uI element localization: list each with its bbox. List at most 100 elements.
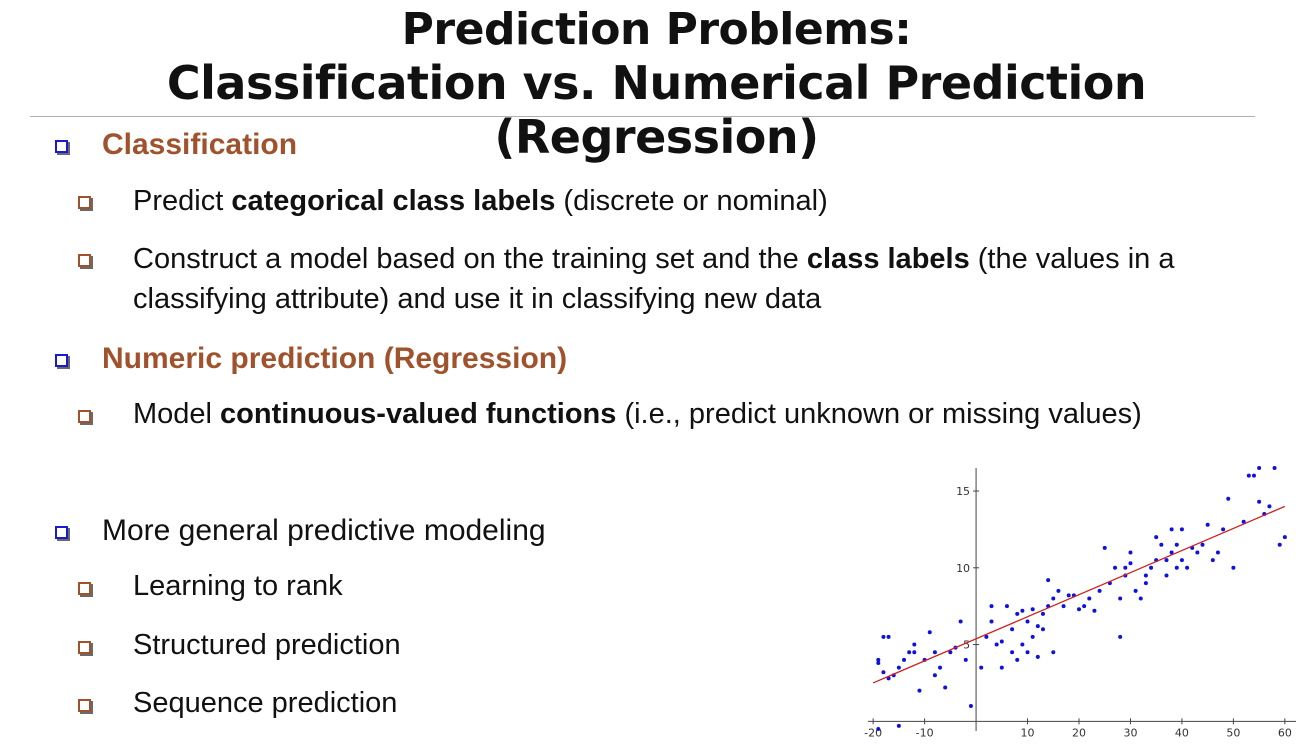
checkbox-bullet-icon: [78, 699, 91, 712]
data-point: [1185, 565, 1190, 570]
data-point: [1282, 535, 1287, 540]
x-tick-label: 20: [1072, 726, 1086, 739]
y-tick-label: 15: [956, 485, 970, 498]
data-point: [968, 703, 973, 708]
data-point: [1179, 527, 1184, 532]
text-segment-bold: categorical class labels: [231, 185, 556, 217]
bullet-sequence-prediction: Sequence prediction: [133, 687, 398, 719]
data-point: [1010, 650, 1015, 655]
data-point: [1040, 627, 1045, 632]
regression-line: [872, 505, 1286, 684]
data-point: [886, 634, 891, 639]
data-point: [963, 657, 968, 662]
data-point: [1025, 619, 1030, 624]
data-point: [989, 619, 994, 624]
data-point: [1164, 558, 1169, 563]
data-point: [1046, 578, 1051, 583]
data-point: [1257, 499, 1262, 504]
bullet-numeric-prediction-heading: Numeric prediction (Regression): [102, 342, 568, 375]
data-point: [1200, 542, 1205, 547]
data-point: [1020, 642, 1025, 647]
data-point: [1164, 573, 1169, 578]
data-point: [1015, 611, 1020, 616]
data-point: [1056, 588, 1061, 593]
data-point: [932, 673, 937, 678]
data-point: [1169, 550, 1174, 555]
data-point: [1051, 650, 1056, 655]
y-tick-label: 10: [956, 562, 970, 575]
data-point: [999, 639, 1004, 644]
data-point: [917, 688, 922, 693]
checkbox-bullet-icon: [78, 254, 91, 267]
checkbox-bullet-icon: [55, 526, 68, 539]
data-point: [1118, 634, 1123, 639]
data-point: [1215, 550, 1220, 555]
data-point: [912, 650, 917, 655]
data-point: [1226, 496, 1231, 501]
data-point: [1138, 596, 1143, 601]
data-point: [1025, 650, 1030, 655]
data-point: [1020, 608, 1025, 613]
data-point: [1210, 558, 1215, 563]
data-point: [1030, 634, 1035, 639]
data-point: [1231, 565, 1236, 570]
data-point: [994, 642, 999, 647]
data-point: [1035, 654, 1040, 659]
data-point: [1267, 504, 1272, 509]
data-point: [948, 650, 953, 655]
x-tick-label: 40: [1175, 726, 1189, 739]
data-point: [1221, 527, 1226, 532]
data-point: [1061, 604, 1066, 609]
data-point: [943, 685, 948, 690]
data-point: [1004, 604, 1009, 609]
data-point: [1195, 550, 1200, 555]
data-point: [1092, 608, 1097, 613]
data-point: [876, 660, 881, 665]
data-point: [1179, 558, 1184, 563]
data-point: [1277, 542, 1282, 547]
data-point: [881, 634, 886, 639]
data-point: [1246, 473, 1251, 478]
checkbox-bullet-icon: [78, 196, 91, 209]
checkbox-bullet-icon: [78, 410, 91, 423]
data-point: [989, 604, 994, 609]
text-segment: Construct a model based on the training …: [133, 243, 807, 275]
text-segment-bold: continuous-valued functions: [220, 398, 617, 430]
data-point: [958, 619, 963, 624]
data-point: [984, 634, 989, 639]
slide-title-line-2: Classification vs. Numerical Prediction …: [166, 56, 1147, 164]
text-segment: (i.e., predict unknown or missing values…: [616, 398, 1142, 430]
text-segment: (discrete or nominal): [555, 185, 828, 217]
data-point: [1143, 573, 1148, 578]
data-point: [1257, 466, 1262, 470]
text-segment-bold: class labels: [806, 243, 970, 275]
bullet-structured-prediction: Structured prediction: [133, 629, 401, 661]
data-point: [896, 665, 901, 670]
y-tick-label: 5: [963, 639, 970, 652]
data-point: [927, 630, 932, 635]
data-point: [1097, 588, 1102, 593]
text-segment: Model: [133, 398, 221, 430]
data-point: [1015, 657, 1020, 662]
data-point: [1174, 542, 1179, 547]
data-point: [1154, 535, 1159, 540]
bullet-general-heading: More general predictive modeling: [102, 514, 546, 547]
data-point: [912, 642, 917, 647]
data-point: [1241, 519, 1246, 524]
x-tick-label: -10: [916, 726, 934, 739]
data-point: [876, 727, 881, 731]
data-point: [1066, 593, 1071, 598]
x-tick-label: 50: [1226, 726, 1240, 739]
data-point: [902, 657, 907, 662]
data-point: [1205, 522, 1210, 527]
data-point: [1113, 565, 1118, 570]
bullet-construct-model: Construct a model based on the training …: [133, 243, 1174, 276]
data-point: [1143, 581, 1148, 586]
data-point: [1010, 627, 1015, 632]
data-point: [1082, 604, 1087, 609]
bullet-classification-heading: Classification: [102, 128, 298, 161]
slide-title-line-1: Prediction Problems:: [401, 4, 912, 55]
data-point: [1030, 607, 1035, 612]
data-point: [1272, 466, 1277, 470]
